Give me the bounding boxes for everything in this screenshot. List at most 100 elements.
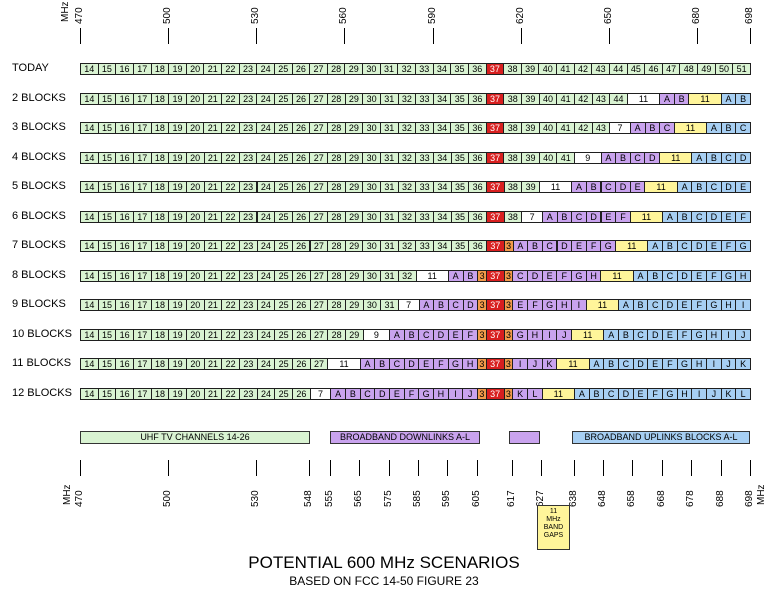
scenario-label: 11 BLOCKS: [12, 357, 72, 369]
band-cell-green: 15: [97, 269, 117, 282]
band-cell-green: 28: [326, 63, 346, 75]
band-cell-purple: I: [571, 299, 587, 311]
band-cell-green: 16: [115, 122, 134, 134]
band-cell-green: 34: [432, 151, 452, 164]
band-cell-purple: D: [644, 151, 661, 164]
band-cell-green: 34: [433, 181, 452, 193]
legend-downlinks-extension: [509, 431, 540, 444]
band-cell-white: 7: [609, 122, 631, 134]
band-cell-purple: D: [433, 328, 449, 341]
band-cell-green: 41: [556, 92, 575, 105]
band-cell-green: 23: [238, 181, 258, 193]
band-cell-purple: D: [403, 358, 420, 370]
band-cell-blue: A: [588, 358, 605, 370]
band-cell-green: 26: [291, 63, 311, 75]
band-cell-green: 26: [291, 210, 311, 223]
band-cell-blue: B: [676, 210, 693, 223]
band-cell-green: 33: [415, 92, 434, 105]
band-cell-blue: D: [676, 269, 693, 282]
band-cell-purple: H: [556, 299, 573, 311]
band-cell-green: 28: [327, 299, 346, 311]
bottom-axis-tick: [476, 460, 478, 476]
band-cell-green: 27: [309, 151, 329, 164]
band-cell-red: 37: [485, 181, 505, 193]
band-cell-purple: C: [447, 299, 464, 311]
band-cell-red: 37: [485, 122, 505, 134]
band-cell-purple: K: [541, 358, 558, 370]
band-cell-green: 19: [168, 63, 187, 75]
band-cell-blue: A: [618, 299, 634, 311]
band-cell-blue: A: [662, 210, 678, 223]
band-cell-purple: C: [418, 328, 435, 341]
band-cell-green: 14: [80, 358, 99, 370]
bottom-axis-tick-label: 648: [597, 490, 609, 507]
band-cell-blue: A: [706, 122, 722, 134]
bottom-frequency-axis: MHz MHz 470 500 530 548 555 565 575 585 595 605 617 6…: [0, 455, 768, 525]
band-cell-green: 36: [468, 210, 487, 223]
band-cell-green: 15: [97, 387, 117, 400]
band-cell-blue: E: [632, 387, 649, 400]
band-cell-green: 21: [203, 63, 223, 75]
bottom-axis-tick: [573, 460, 575, 476]
scenario-label: 6 BLOCKS: [12, 209, 66, 222]
band-cell-green: 27: [309, 358, 329, 370]
bottom-axis-tick: [632, 460, 634, 476]
band-cell-green: 27: [309, 240, 329, 252]
band-cell-green: 31: [379, 151, 399, 164]
band-cell-green: 16: [115, 181, 134, 193]
band-cell-purple: F: [527, 299, 543, 311]
band-cell-green: 29: [344, 269, 364, 282]
band-cell-yellow: 11: [600, 269, 634, 282]
band-cell-green: 30: [362, 151, 381, 164]
band-cell-green: 14: [80, 210, 99, 223]
band-cell-green: 32: [397, 181, 417, 193]
band-cell-green: 35: [450, 122, 470, 134]
band-cell-green: 20: [185, 299, 205, 311]
band-cell-green: 24: [256, 92, 276, 105]
band-cell-purple: G: [512, 328, 529, 341]
band-cell-purple: A: [389, 328, 405, 341]
top-axis-tick: [432, 28, 434, 44]
band-cell-blue: H: [735, 269, 751, 282]
band-cell-blue: E: [720, 210, 737, 223]
band-cell-green: 34: [432, 63, 452, 75]
band-cell-green: 30: [362, 63, 381, 75]
band-cell-purple: L: [527, 387, 543, 400]
band-cell-green: 45: [626, 63, 646, 75]
band-cell-blue: K: [735, 358, 751, 370]
band-cell-green: 25: [274, 181, 293, 193]
band-cell-green: 15: [97, 92, 117, 105]
band-cell-green: 23: [239, 387, 258, 400]
band-cell-blue: D: [647, 328, 664, 341]
band-cell-green: 30: [362, 181, 382, 193]
bottom-axis-unit: MHz: [756, 484, 767, 505]
scenario-label: 3 BLOCKS: [12, 121, 66, 133]
bottom-axis-tick-label: 500: [162, 490, 174, 507]
band-cell-blue: F: [647, 387, 663, 400]
band-cell-red: 37: [485, 358, 505, 370]
band-cell-blue: C: [603, 387, 619, 400]
band-cell-green: 28: [327, 210, 346, 223]
band-cell-blue: A: [632, 269, 649, 282]
band-cell-purple: I: [512, 358, 528, 370]
band-cell-blue: A: [574, 387, 590, 400]
band-cell-blue: B: [735, 92, 751, 105]
band-cell-green: 21: [203, 269, 223, 282]
band-cell-green: 31: [380, 181, 399, 193]
band-cell-green: 18: [150, 151, 170, 164]
band-cell-green: 16: [115, 240, 134, 252]
band-cell-white: 7: [397, 299, 420, 311]
band-cell-green: 27: [309, 63, 328, 75]
band-cell-purple: G: [571, 269, 587, 282]
band-cell-green: 16: [115, 328, 134, 341]
band-cell-green: 38: [503, 151, 523, 164]
bottom-axis-tick-label: 678: [685, 490, 697, 507]
band-cell-blue: E: [662, 328, 678, 341]
bottom-axis-tick: [168, 460, 170, 476]
band-cell-blue: J: [706, 387, 722, 400]
band-cell-purple: C: [512, 269, 529, 282]
band-cell-green: 22: [221, 240, 240, 252]
band-cell-green: 14: [80, 63, 99, 75]
bottom-axis-tick: [256, 460, 258, 476]
band-cell-blue: B: [706, 151, 722, 164]
